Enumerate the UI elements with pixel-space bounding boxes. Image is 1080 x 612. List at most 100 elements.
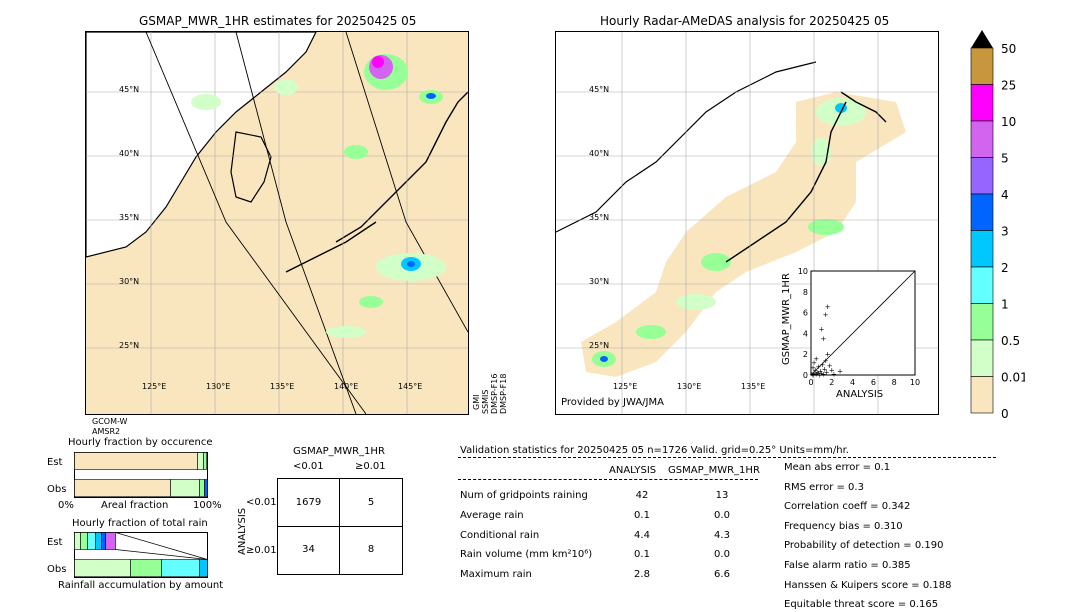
scatter-ytick: 2 [803,350,808,359]
validation-score: False alarm ratio = 0.385 [784,560,911,571]
scatter-ylabel: GSMAP_MWR_1HR [781,273,792,365]
sensor-label-gcom: GCOM-W [92,417,128,426]
contingency-cell-0-1: 5 [367,497,375,508]
right-lat-label-40: 40°N [589,149,610,158]
colorbar-label: 0.01 [1001,371,1025,385]
scatter-xtick: 6 [871,378,876,387]
colorbar-swatch [970,266,994,304]
edge-label-ssmis: SSMIS [481,389,490,415]
left-map-panel: 45°N 40°N 35°N 30°N 25°N 125°E 130°E 135… [85,31,469,415]
scatter-xtick: 10 [910,378,920,387]
contingency-cell-1-1: 8 [367,544,375,555]
colorbar-swatch [970,230,994,268]
total-xlabel: Rainfall accumulation by amount [58,580,224,591]
occurrence-row-est: Est [47,457,63,468]
right-lon-label-130: 130°E [677,382,702,391]
validation-row-label: Average rain [460,510,524,521]
scatter-plot: 00224466881010++++++++++++++++++++++++++… [798,267,920,387]
right-lat-label-45: 45°N [589,85,610,94]
scatter-ytick: 10 [798,267,808,276]
scatter-ytick: 4 [803,329,808,338]
scatter-point: + [809,370,815,378]
scatter-point: + [824,368,830,376]
scatter-point: + [825,303,831,311]
validation-score: Equitable threat score = 0.165 [784,599,939,611]
validation-row-label: Num of gridpoints raining [460,490,588,501]
validation-divider-2 [458,479,758,480]
colorbar-label: 3 [1001,225,1009,239]
colorbar-label: 0.5 [1001,334,1020,348]
contingency-row-lt: <0.01 [246,497,277,508]
scatter-point: + [825,351,831,359]
scatter-ytick: 8 [803,288,808,297]
validation-row-analysis: 2.8 [634,569,650,580]
scatter-point: + [823,311,829,319]
scatter-point: + [823,357,829,365]
validation-header: Validation statistics for 20250425 05 n=… [460,445,849,456]
occurrence-xmax: 100% [193,500,222,511]
scatter-point: + [820,361,826,369]
colorbar-swatch [970,376,994,414]
colorbar-label: 4 [1001,188,1009,202]
colorbar-label: 25 [1001,79,1016,93]
scatter-point: + [827,362,833,370]
validation-row-gsmap: 0.0 [714,510,730,521]
left-lat-label-40: 40°N [119,149,140,158]
validation-row-gsmap: 6.6 [714,569,730,580]
validation-row-gsmap: 4.3 [714,530,730,541]
right-lon-label-135: 135°E [741,382,766,391]
scatter-point: + [818,326,824,334]
right-map-canvas [556,32,938,414]
edge-label-gmi: GMI [472,394,481,410]
scatter-point: + [816,372,822,380]
scatter-point: + [814,368,820,376]
scatter-point: + [817,367,823,375]
scatter-point: + [837,367,843,375]
validation-col-gsmap: GSMAP_MWR_1HR [668,465,760,476]
validation-row-analysis: 0.1 [634,510,650,521]
right-map-panel: 45°N 40°N 35°N 30°N 25°N 125°E 130°E 135… [555,31,939,415]
right-lat-label-25: 25°N [589,341,610,350]
contingency-cell-1-0: 34 [302,544,315,555]
scatter-xtick: 8 [892,378,897,387]
occurrence-xlabel: Areal fraction [101,500,169,511]
scatter-point: + [821,370,827,378]
scatter-point: + [810,364,816,372]
colorbar-swatch [970,120,994,158]
colorbar-label: 50 [1001,42,1016,56]
total-row-est: Est [47,537,63,548]
scatter-point: + [811,359,817,367]
colorbar-label: 10 [1001,115,1016,129]
right-lat-label-35: 35°N [589,213,610,222]
contingency-grid: 1679 5 34 8 [277,478,403,575]
colorbar-label: 0 [1001,407,1009,418]
scatter-point: + [813,370,819,378]
scatter-point: + [810,372,816,380]
colorbar-label: 5 [1001,152,1009,166]
validation-score: RMS error = 0.3 [784,481,864,493]
scatter-xtick: 4 [850,378,855,387]
scatter-point: + [815,363,821,371]
left-lon-label-130: 130°E [206,382,231,391]
validation-score: Mean abs error = 0.1 [784,462,891,473]
left-lat-label-35: 35°N [119,213,140,222]
edge-label-dmsp-f16: DMSP-F16 [490,373,499,414]
occurrence-row-obs: Obs [47,484,67,495]
scatter-xtick: 2 [829,378,834,387]
validation-col-analysis: ANALYSIS [609,465,657,476]
occurrence-xmin: 0% [58,500,74,511]
scatter-ytick: 6 [803,309,808,318]
contingency-col-ge: ≥0.01 [355,461,386,472]
left-lon-label-145: 145°E [398,382,423,391]
scatter-point: + [818,369,824,377]
colorbar-swatch [970,47,994,85]
scatter-inset: 0 0 2 2 4 4 6 6 8 8 10 10 + + + + + + + + + + + + + + + + + + + + + + + + + +… [778,262,928,402]
scatter-point: + [821,335,827,343]
validation-row-label: Rain volume (mm km²10⁶) [460,549,593,560]
total-row-obs: Obs [47,564,67,575]
colorbar-label: 1 [1001,298,1009,312]
right-lon-label-125: 125°E [613,382,638,391]
validation-score: Hanssen & Kuipers score = 0.188 [784,579,952,591]
scatter-ytick: 0 [803,371,808,380]
left-map-canvas [86,32,468,414]
